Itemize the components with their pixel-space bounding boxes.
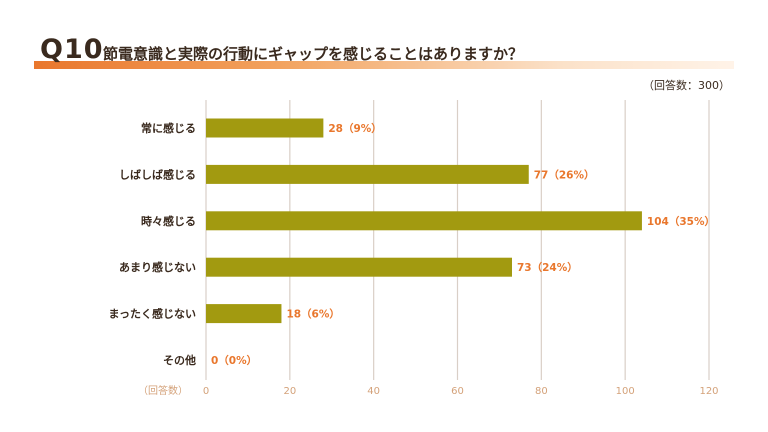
category-label-2: 時々感じる — [141, 214, 196, 228]
x-tick-label-40: 40 — [367, 386, 380, 397]
value-label-3: 73（24%） — [517, 261, 578, 274]
bar-4 — [206, 304, 282, 324]
question-text: 節電意識と実際の行動にギャップを感じることはありますか？ — [103, 45, 524, 63]
header-accent-bar — [34, 61, 734, 69]
x-axis-title: （回答数） — [138, 384, 188, 397]
category-label-5: その他 — [163, 353, 196, 367]
value-label-2: 104（35%） — [647, 215, 715, 228]
chart-header: Q10 節電意識と実際の行動にギャップを感じることはありますか？ — [0, 0, 768, 80]
category-label-0: 常に感じる — [141, 121, 196, 135]
bar-1 — [206, 164, 529, 184]
value-label-0: 28（9%） — [328, 122, 381, 135]
x-tick-label-120: 120 — [699, 386, 718, 397]
bar-0 — [206, 118, 324, 138]
question-number: Q10 — [40, 34, 104, 65]
x-tick-label-20: 20 — [283, 386, 296, 397]
x-tick-label-100: 100 — [616, 386, 635, 397]
x-tick-label-0: 0 — [203, 386, 209, 397]
respondent-count: （回答数：300） — [643, 79, 730, 92]
category-label-1: しばしば感じる — [119, 167, 196, 181]
value-label-5: 0（0%） — [211, 354, 257, 367]
bar-3 — [206, 257, 512, 277]
category-label-3: あまり感じない — [119, 260, 196, 274]
value-label-4: 18（6%） — [286, 308, 339, 321]
x-tick-label-80: 80 — [535, 386, 548, 397]
bar-2 — [206, 211, 642, 231]
value-label-1: 77（26%） — [534, 168, 595, 181]
x-tick-label-60: 60 — [451, 386, 464, 397]
category-label-4: まったく感じない — [108, 307, 196, 321]
